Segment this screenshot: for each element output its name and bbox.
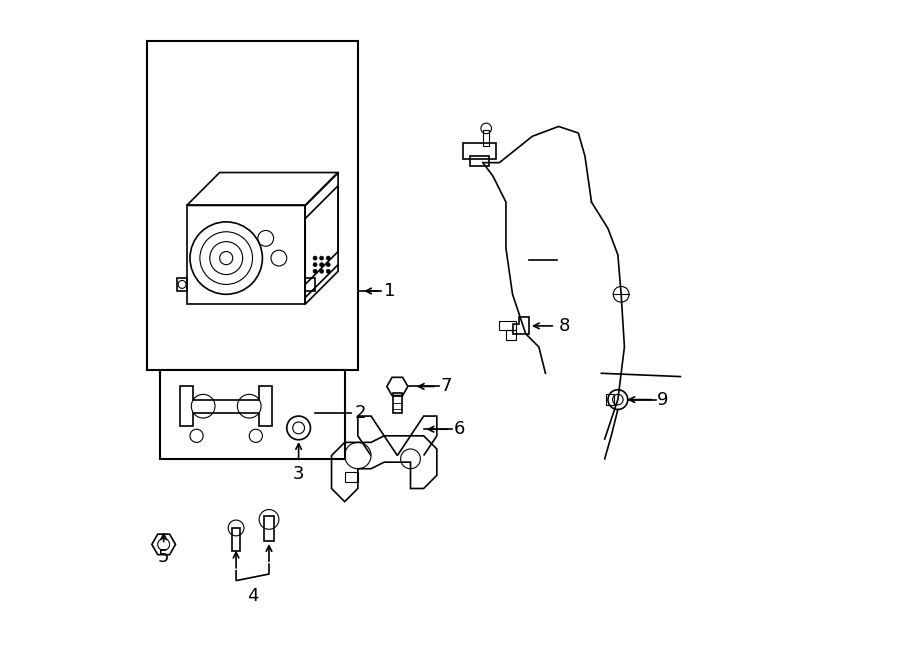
Text: 3: 3	[292, 465, 304, 483]
Circle shape	[320, 256, 324, 260]
Circle shape	[320, 269, 324, 273]
Text: 5: 5	[158, 548, 169, 566]
Bar	[606, 395, 614, 405]
Text: 9: 9	[657, 391, 669, 408]
Text: 2: 2	[355, 404, 366, 422]
Bar	[265, 516, 274, 541]
Bar	[483, 130, 490, 146]
Bar	[500, 321, 516, 330]
Text: 1: 1	[384, 282, 396, 300]
Bar	[506, 330, 516, 340]
Circle shape	[313, 269, 317, 273]
Text: 7: 7	[440, 377, 452, 395]
Text: 6: 6	[454, 420, 464, 438]
Circle shape	[320, 262, 324, 266]
Circle shape	[327, 256, 330, 260]
Circle shape	[313, 262, 317, 266]
Text: 4: 4	[247, 587, 258, 605]
Text: 8: 8	[559, 317, 570, 335]
Circle shape	[327, 262, 330, 266]
Circle shape	[327, 269, 330, 273]
Bar	[232, 528, 240, 551]
Bar	[470, 156, 490, 166]
Circle shape	[313, 256, 317, 260]
FancyBboxPatch shape	[160, 370, 345, 459]
Bar	[392, 393, 402, 412]
Bar	[464, 143, 496, 159]
FancyBboxPatch shape	[148, 41, 358, 370]
Bar	[345, 472, 358, 482]
